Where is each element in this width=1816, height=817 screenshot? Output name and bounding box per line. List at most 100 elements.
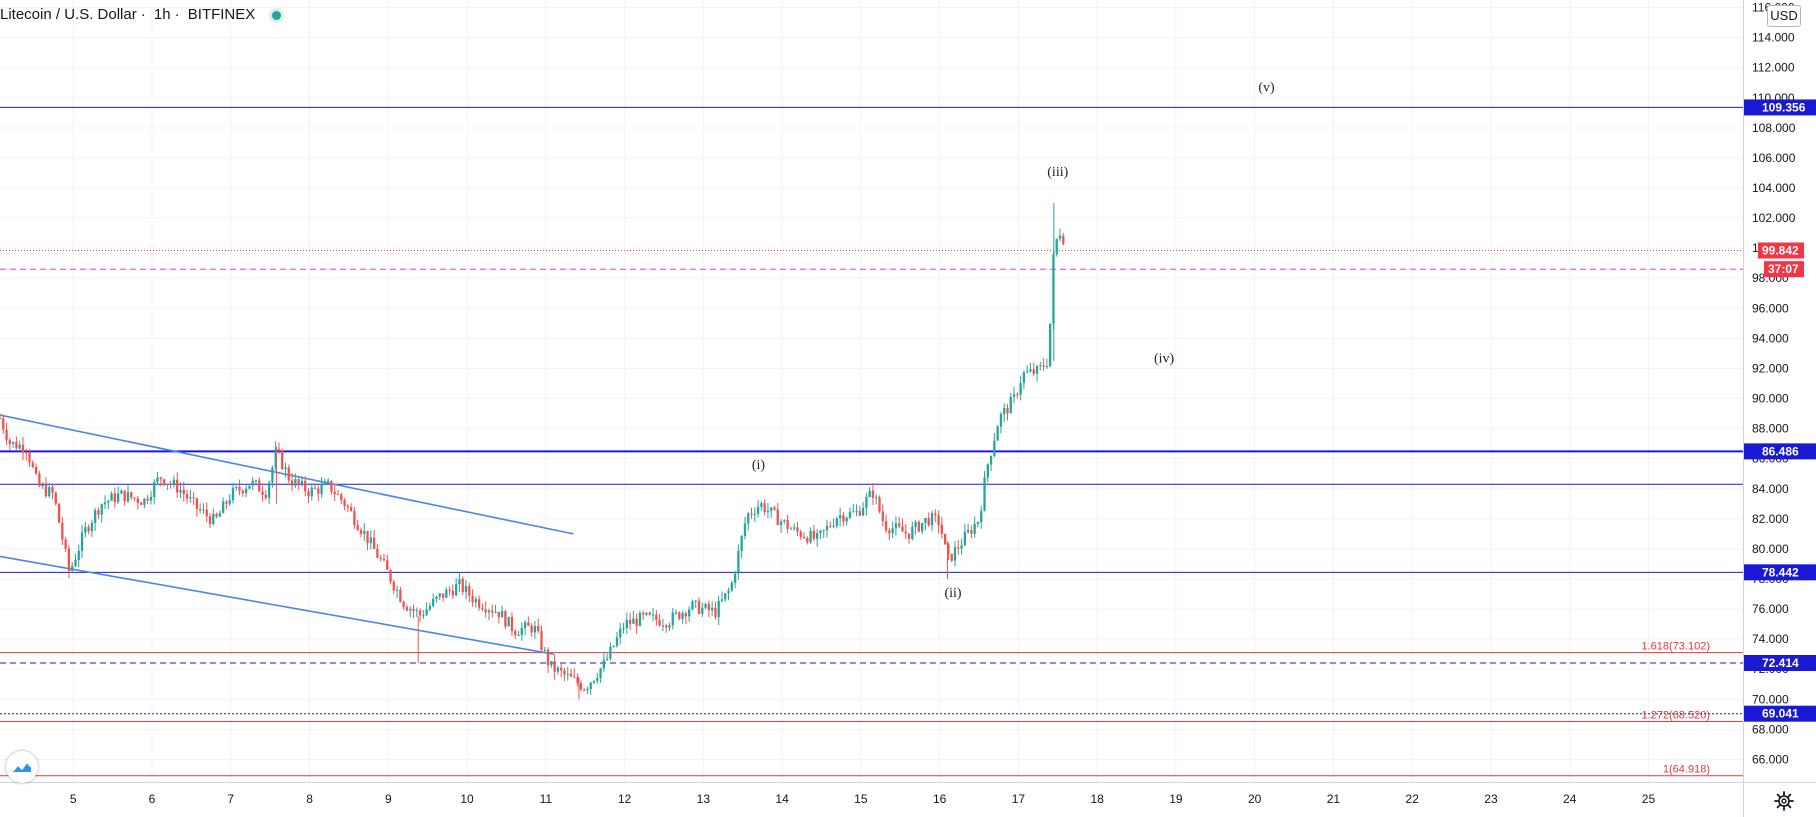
x-tick-label: 7: [227, 792, 234, 806]
candle-body: [868, 490, 871, 497]
candle-body: [369, 537, 372, 544]
candle-body: [707, 603, 711, 611]
x-tick-label: 24: [1563, 792, 1577, 806]
candle-body: [277, 449, 281, 451]
candle-body: [786, 520, 789, 529]
candle-body: [307, 491, 310, 497]
candle-body: [953, 547, 957, 561]
symbol-name[interactable]: Litecoin / U.S. Dollar: [0, 6, 137, 23]
candle-body: [146, 498, 149, 501]
exchange: BITFINEX: [187, 6, 256, 23]
candle-body: [655, 614, 658, 621]
candle-body: [166, 483, 169, 485]
settings-gear-icon[interactable]: [1773, 790, 1795, 812]
candle-body: [809, 530, 812, 543]
x-tick-label: 22: [1406, 792, 1420, 806]
candle-body: [254, 480, 258, 482]
candle-body: [802, 537, 806, 539]
currency-button[interactable]: USD: [1767, 5, 1801, 27]
candle-body: [688, 609, 691, 617]
candle-body: [701, 607, 704, 614]
candle-body: [717, 600, 720, 618]
candle-body: [540, 631, 543, 651]
candle-body: [576, 677, 579, 684]
candle-body: [179, 489, 182, 493]
candle-body: [970, 530, 973, 534]
candle-body: [845, 517, 848, 522]
candle-body: [471, 595, 474, 603]
candle-body: [333, 491, 336, 495]
candle-body: [195, 498, 199, 509]
candle-body: [356, 524, 359, 530]
candle-body: [107, 500, 110, 503]
candle-body: [645, 612, 648, 615]
candle-body: [596, 677, 599, 681]
time-axis-bg: [0, 782, 1743, 817]
candle-body: [747, 513, 750, 524]
candle-body: [389, 569, 392, 582]
elliott-wave-label: (iv): [1154, 351, 1175, 366]
candle-body: [235, 486, 238, 488]
y-tick-label: 66.000: [1752, 752, 1789, 766]
candle-body: [589, 682, 592, 690]
trend-channel[interactable]: [0, 414, 574, 655]
y-tick-label: 112.000: [1752, 61, 1795, 75]
candle-body: [884, 521, 888, 531]
candle-body: [130, 492, 133, 498]
candle-body: [566, 673, 569, 675]
candle-body: [149, 497, 153, 501]
candle-body: [57, 503, 61, 523]
x-tick-label: 12: [618, 792, 632, 806]
candle-body: [888, 530, 891, 534]
candle-body: [54, 492, 57, 504]
candle-body: [921, 523, 924, 532]
candle-body: [891, 528, 894, 534]
interval[interactable]: 1h: [153, 6, 171, 23]
candle-body: [530, 625, 533, 633]
candle-body: [517, 634, 520, 636]
wave-labels: (i) (ii) (iii) (iv) (v): [752, 81, 1275, 601]
price-level-tag: [1744, 99, 1816, 116]
tradingview-logo-icon[interactable]: [6, 751, 38, 783]
x-tick-label: 17: [1012, 792, 1026, 806]
candle-body: [871, 490, 875, 498]
candle-body: [848, 511, 852, 518]
candle-body: [1055, 238, 1058, 255]
candle-body: [208, 516, 212, 525]
candle-body: [1003, 408, 1006, 415]
candle-body: [691, 601, 694, 610]
candle-body: [599, 668, 602, 678]
candle-body: [838, 515, 842, 519]
candle-body: [500, 611, 504, 618]
candle-body: [724, 593, 727, 600]
candle-body: [21, 444, 25, 453]
candle-body: [773, 507, 776, 510]
candle-body: [71, 565, 74, 572]
horizontal-levels[interactable]: 1.618(73.102) 1.272(68.520) 1(64.918): [0, 106, 1743, 777]
x-tick-label: 11: [540, 792, 553, 806]
candle-body: [497, 611, 500, 618]
candle-body: [760, 503, 763, 507]
candle-body: [694, 600, 697, 602]
candle-body: [628, 620, 632, 624]
candle-body: [605, 658, 609, 660]
candle-body: [980, 510, 983, 523]
candle-body: [491, 610, 494, 613]
candle-body: [336, 494, 340, 496]
candle-body: [11, 442, 15, 444]
y-tick-label: 102.000: [1752, 211, 1796, 225]
candle-body: [878, 497, 881, 512]
price-axis[interactable]: 66.00068.00070.00072.00074.00076.00078.0…: [1743, 0, 1816, 817]
candle-body: [297, 479, 300, 484]
candle-body: [842, 515, 845, 522]
candle-body: [77, 550, 80, 561]
candles: [0, 203, 1065, 700]
candle-body: [855, 511, 858, 513]
candle-body: [405, 607, 409, 611]
price-level-tag-label: 69.041: [1762, 707, 1799, 721]
candle-body: [310, 487, 313, 497]
time-axis[interactable]: 5 6 7 8 9 10 11 12 13 14 15 16 17 18 19 20 21 22 23 24 25: [0, 782, 1816, 817]
candle-body: [796, 527, 799, 532]
candle-body: [825, 525, 829, 530]
